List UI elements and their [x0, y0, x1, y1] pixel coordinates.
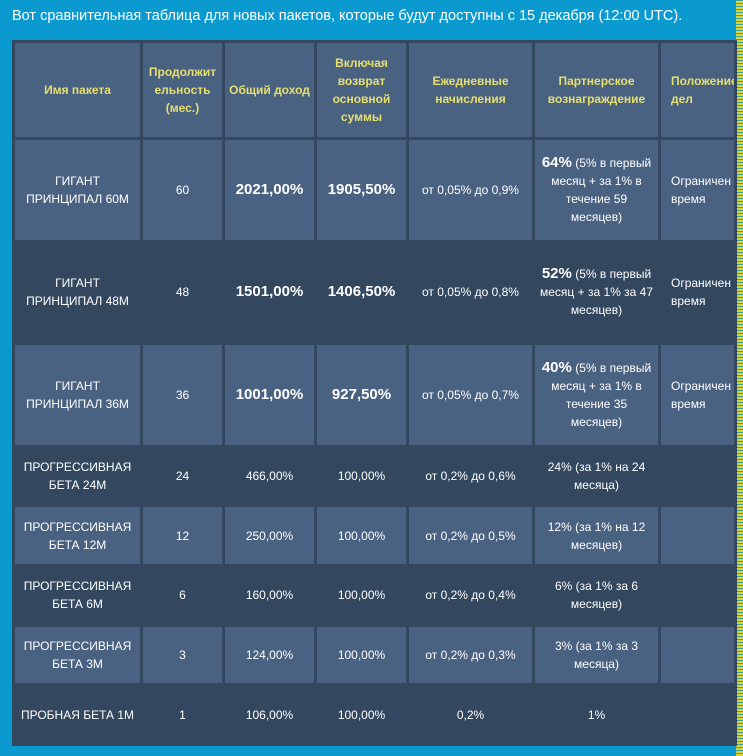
cell-principal-return: 100,00%: [314, 623, 409, 687]
packages-table: Имя пакета Продолжительность (мес.) Общи…: [12, 40, 737, 746]
cell-months: 60: [140, 137, 225, 243]
referral-detail: (5% в первый месяц + за 1% за 47 месяцев…: [539, 267, 653, 318]
cell-total-income: 2021,00%: [222, 137, 317, 243]
cell-months: 36: [140, 342, 225, 448]
page-edge-decoration: [736, 0, 743, 756]
cell-referral-reward: 3% (за 1% за 3 месяца): [532, 623, 661, 687]
cell-principal-return: 1905,50%: [314, 137, 409, 243]
cell-package-name: ГИГАНТ ПРИНЦИПАЛ 60M: [12, 137, 143, 243]
cell-status: Ограничен время: [658, 239, 737, 346]
referral-percent: 40%: [541, 358, 572, 376]
header-status: Положение дел: [658, 40, 737, 140]
header-income: Общий доход: [222, 40, 317, 140]
cell-total-income: 106,00%: [222, 683, 317, 746]
cell-package-name: ПРОГРЕССИВНАЯ БЕТА 6M: [12, 564, 143, 627]
cell-daily-accrual: 0,2%: [406, 683, 535, 746]
cell-status: Ограничен время: [658, 137, 737, 243]
cell-referral-reward: 12% (за 1% на 12 месяцев): [532, 504, 661, 567]
table-row: ПРОГРЕССИВНАЯ БЕТА 24M 24 466,00% 100,00% от…: [12, 444, 737, 508]
status-text: Ограничен время: [671, 378, 731, 411]
cell-total-income: 1001,00%: [222, 342, 317, 448]
cell-referral-reward: 6% (за 1% за 6 месяцев): [532, 564, 661, 627]
table-row: ГИГАНТ ПРИНЦИПАЛ 36M 36 1001,00% 927,50% от …: [12, 342, 737, 448]
cell-total-income: 250,00%: [222, 504, 317, 567]
status-text: Ограничен время: [671, 173, 731, 206]
cell-months: 24: [140, 444, 225, 508]
cell-total-income: 1501,00%: [222, 239, 317, 346]
cell-package-name: ГИГАНТ ПРИНЦИПАЛ 36M: [12, 342, 143, 448]
cell-daily-accrual: от 0,2% до 0,5%: [406, 504, 535, 567]
cell-referral-reward: 40% (5% в первый месяц + за 1% в течение…: [532, 342, 661, 448]
header-daily: Ежедневные начисления: [406, 40, 535, 140]
cell-daily-accrual: от 0,2% до 0,4%: [406, 564, 535, 627]
status-text: Ограничен время: [671, 276, 731, 309]
cell-total-income: 124,00%: [222, 623, 317, 687]
cell-status: [658, 564, 737, 627]
cell-status: Ограничен время: [658, 342, 737, 448]
cell-referral-reward: 1%: [532, 683, 661, 746]
cell-principal-return: 100,00%: [314, 564, 409, 627]
cell-referral-reward: 64% (5% в первый месяц + за 1% в течение…: [532, 137, 661, 243]
cell-principal-return: 100,00%: [314, 683, 409, 746]
cell-daily-accrual: от 0,05% до 0,7%: [406, 342, 535, 448]
cell-total-income: 466,00%: [222, 444, 317, 508]
cell-months: 48: [140, 239, 225, 346]
cell-status: [658, 504, 737, 567]
cell-package-name: ПРОБНАЯ БЕТА 1M: [12, 683, 143, 746]
cell-status: [658, 444, 737, 508]
table-row: ПРОГРЕССИВНАЯ БЕТА 3M 3 124,00% 100,00% от 0…: [12, 623, 737, 687]
cell-daily-accrual: от 0,2% до 0,3%: [406, 623, 535, 687]
referral-detail: (5% в первый месяц + за 1% в течение 59 …: [551, 155, 652, 224]
cell-status: [658, 683, 737, 746]
cell-principal-return: 1406,50%: [314, 239, 409, 346]
cell-daily-accrual: от 0,05% до 0,8%: [406, 239, 535, 346]
header-principal: Включая возврат основной суммы: [314, 40, 409, 140]
table-row: ГИГАНТ ПРИНЦИПАЛ 48M 48 1501,00% 1406,50% от…: [12, 239, 737, 346]
cell-months: 12: [140, 504, 225, 567]
table-row: ПРОБНАЯ БЕТА 1M 1 106,00% 100,00% 0,2% 1%: [12, 683, 737, 746]
table-row: ГИГАНТ ПРИНЦИПАЛ 60M 60 2021,00% 1905,50% от…: [12, 137, 737, 243]
cell-package-name: ПРОГРЕССИВНАЯ БЕТА 3M: [12, 623, 143, 687]
intro-text: Вот сравнительная таблица для новых паке…: [12, 8, 683, 24]
cell-referral-reward: 52% (5% в первый месяц + за 1% за 47 мес…: [532, 239, 661, 346]
cell-daily-accrual: от 0,05% до 0,9%: [406, 137, 535, 243]
header-referral: Партнерское вознаграждение: [532, 40, 661, 140]
cell-referral-reward: 24% (за 1% на 24 месяца): [532, 444, 661, 508]
cell-package-name: ПРОГРЕССИВНАЯ БЕТА 24M: [12, 444, 143, 508]
cell-principal-return: 927,50%: [314, 342, 409, 448]
cell-principal-return: 100,00%: [314, 444, 409, 508]
header-months: Продолжительность (мес.): [140, 40, 225, 140]
referral-percent: 64%: [541, 153, 572, 171]
header-name: Имя пакета: [12, 40, 143, 140]
table-row: ПРОГРЕССИВНАЯ БЕТА 6M 6 160,00% 100,00% от 0…: [12, 564, 737, 627]
referral-percent: 52%: [541, 265, 572, 283]
cell-package-name: ПРОГРЕССИВНАЯ БЕТА 12M: [12, 504, 143, 567]
cell-months: 6: [140, 564, 225, 627]
cell-months: 3: [140, 623, 225, 687]
cell-total-income: 160,00%: [222, 564, 317, 627]
referral-detail: (5% в первый месяц + за 1% в течение 35 …: [551, 360, 652, 429]
cell-status: [658, 623, 737, 687]
cell-months: 1: [140, 683, 225, 746]
cell-principal-return: 100,00%: [314, 504, 409, 567]
table-header: Имя пакета Продолжительность (мес.) Общи…: [12, 40, 737, 140]
cell-package-name: ГИГАНТ ПРИНЦИПАЛ 48M: [12, 239, 143, 346]
table-row: ПРОГРЕССИВНАЯ БЕТА 12M 12 250,00% 100,00% от…: [12, 504, 737, 567]
cell-daily-accrual: от 0,2% до 0,6%: [406, 444, 535, 508]
